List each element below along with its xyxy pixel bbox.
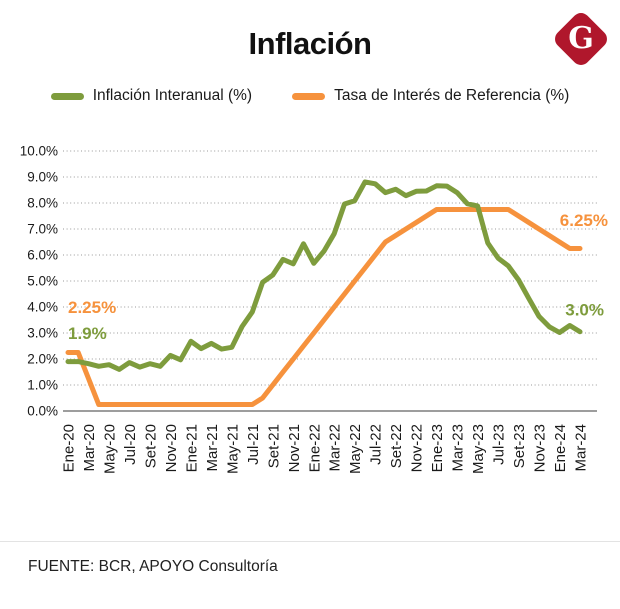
line-chart: 0.0% 1.0% 2.0% 3.0% 4.0% 5.0% 6.0% 7.0% 8.0% 9.0%… — [20, 144, 608, 475]
reference-rate-line — [65, 207, 583, 407]
y-tick-label: 1.0% — [27, 378, 58, 393]
y-tick-label: 0.0% — [27, 404, 58, 419]
x-tick-label: Set-20 — [142, 424, 159, 468]
header: Inflación G — [0, 0, 620, 80]
y-tick-label: 10.0% — [20, 144, 58, 159]
logo-letter-g: G — [568, 20, 594, 56]
x-tick-label: Ene-24 — [552, 424, 569, 472]
legend-label-inflation: Inflación Interanual (%) — [92, 87, 253, 104]
x-tick-label: Mar-21 — [204, 424, 221, 472]
legend-label-reference-rate: Tasa de Interés de Referencia (%) — [334, 87, 570, 104]
value-annotation: 1.9% — [68, 324, 107, 343]
x-tick-label: Set-22 — [388, 424, 405, 468]
x-tick-label: Nov-22 — [409, 424, 426, 472]
x-tick-label: Set-21 — [265, 424, 282, 468]
chart-legend: Inflación Interanual (%) Tasa de Interés… — [0, 82, 620, 110]
x-tick-label: Mar-20 — [81, 424, 98, 472]
chart-area: 0.0% 1.0% 2.0% 3.0% 4.0% 5.0% 6.0% 7.0% 8.0% 9.0%… — [0, 136, 620, 514]
value-annotation: 6.25% — [560, 211, 608, 230]
x-tick-label: May-20 — [101, 424, 118, 474]
x-tick-label: May-22 — [347, 424, 364, 474]
x-tick-label: Ene-20 — [61, 424, 78, 472]
x-tick-label: Ene-21 — [183, 424, 200, 472]
y-tick-label: 9.0% — [27, 170, 58, 185]
x-tick-label: May-21 — [224, 424, 241, 474]
inflation-line — [65, 179, 583, 372]
y-tick-label: 2.0% — [27, 352, 58, 367]
x-tick-label: Ene-23 — [429, 424, 446, 472]
legend-item-inflation: Inflación Interanual (%) — [50, 87, 253, 105]
x-tick-label: Mar-22 — [327, 424, 344, 472]
y-tick-label: 7.0% — [27, 222, 58, 237]
x-tick-label: Jul-21 — [245, 424, 262, 465]
legend-item-reference-rate: Tasa de Interés de Referencia (%) — [292, 87, 569, 105]
x-tick-label: Nov-23 — [532, 424, 549, 472]
x-tick-label: Mar-24 — [573, 424, 590, 472]
x-tick-label: Ene-22 — [306, 424, 323, 472]
x-tick-label: Set-23 — [511, 424, 528, 468]
y-tick-label: 8.0% — [27, 196, 58, 211]
x-tick-label: Jul-20 — [122, 424, 139, 465]
y-tick-label: 6.0% — [27, 248, 58, 263]
source-note: FUENTE: BCR, APOYO Consultoría — [28, 558, 278, 575]
x-tick-label: Jul-22 — [368, 424, 385, 465]
footer: FUENTE: BCR, APOYO Consultoría — [0, 541, 620, 609]
orange-line-swatch-icon — [292, 92, 326, 100]
x-tick-label: Nov-21 — [286, 424, 303, 472]
y-tick-label: 4.0% — [27, 300, 58, 315]
x-tick-label: Mar-23 — [450, 424, 467, 472]
y-tick-label: 5.0% — [27, 274, 58, 289]
value-annotation: 2.25% — [68, 298, 116, 317]
x-tick-label: Nov-20 — [163, 424, 180, 472]
x-tick-label: Jul-23 — [491, 424, 508, 465]
value-annotation: 3.0% — [565, 301, 604, 320]
y-tick-label: 3.0% — [27, 326, 58, 341]
gestion-logo: G — [551, 9, 611, 69]
green-line-swatch-icon — [50, 92, 84, 100]
x-tick-label: May-23 — [470, 424, 487, 474]
chart-title: Inflación — [248, 26, 372, 61]
